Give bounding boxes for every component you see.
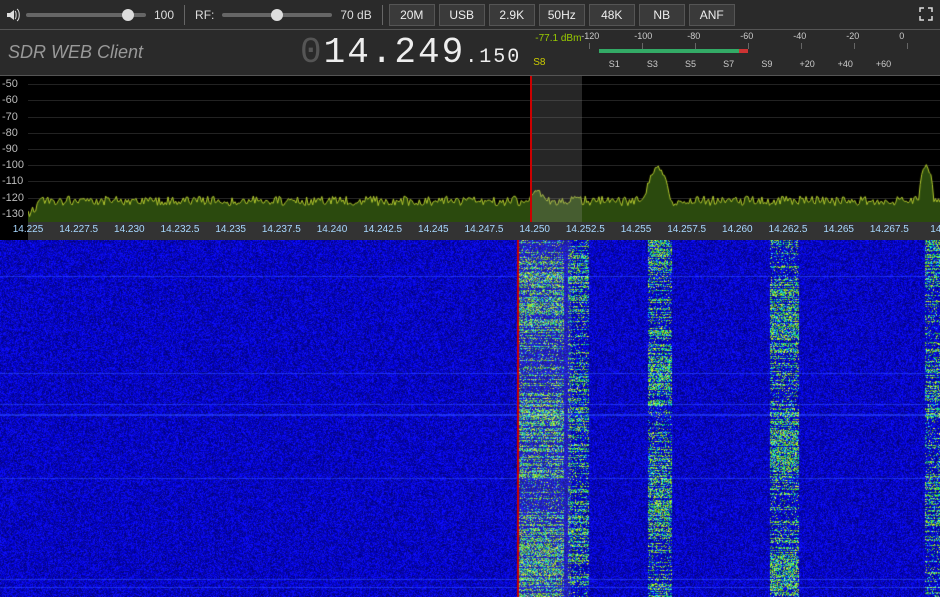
toolbar: 100 RF: 70 dB 20M USB 2.9K 50Hz 48K NB A… [0,0,940,30]
rf-label: RF: [191,8,218,22]
spectrum-ytick: -70 [2,111,18,123]
spectrum-ytick: -90 [2,143,18,155]
s-tick: +60 [876,59,891,69]
spectrum-xtick: 14.265 [823,224,854,235]
spectrum-ytick: -110 [2,175,23,187]
spectrum-xtick: 14.227.5 [59,224,98,235]
dbm-tick: -100 [634,31,652,41]
bandwidth-button[interactable]: 2.9K [489,4,535,26]
s-tick: S7 [723,59,734,69]
spectrum-ytick: -60 [2,94,18,106]
tune-line[interactable] [530,76,532,222]
s-meter: -77.1 dBm S8 -120-100-80-60-40-200S1S3S5… [531,31,940,75]
spectrum-xtick: 14.257.5 [667,224,706,235]
anf-button[interactable]: ANF [689,4,735,26]
spectrum-xtick: 14.250 [519,224,550,235]
spectrum-xtick: 14.245 [418,224,449,235]
header-row: SDR WEB Client 0 14.249 . 150 -77.1 dBm … [0,30,940,76]
s-tick: +20 [800,59,815,69]
s-tick: S3 [647,59,658,69]
s-tick: S1 [609,59,620,69]
divider [382,5,383,25]
spectrum-ytick: -50 [2,78,18,90]
mode-button[interactable]: USB [439,4,485,26]
spectrum-xtick: 14.262.5 [769,224,808,235]
step-button[interactable]: 50Hz [539,4,585,26]
frequency-axis: 14.22514.227.514.23014.232.514.23514.237… [28,222,940,240]
passband-highlight[interactable] [531,76,582,222]
waterfall-panel[interactable] [0,240,940,597]
rf-thumb[interactable] [271,9,283,21]
fullscreen-icon[interactable] [918,6,936,24]
spectrum-xtick: 14.225 [13,224,44,235]
spectrum-xtick: 14.260 [722,224,753,235]
spectrum-xtick: 14.255 [621,224,652,235]
divider [184,5,185,25]
dbm-tick: -20 [846,31,859,41]
dbm-tick: 0 [899,31,904,41]
dbm-tick: -120 [581,31,599,41]
s-tick: S9 [761,59,772,69]
freq-hz: 150 [479,46,521,69]
s-tick: +40 [838,59,853,69]
spectrum-xtick: 14.240 [317,224,348,235]
volume-value: 100 [150,8,178,22]
nb-button[interactable]: NB [639,4,685,26]
volume-slider[interactable] [26,13,146,17]
frequency-display[interactable]: 0 14.249 . 150 [300,32,521,73]
client-name: SDR WEB Client [0,42,300,63]
spectrum-ytick: -130 [2,208,24,220]
spectrum-xtick: 14.230 [114,224,145,235]
freq-mhz: 14.249 [324,32,466,73]
spectrum-xtick: 14.2 [930,224,940,235]
waterfall-canvas [0,240,940,597]
dbm-tick: -40 [793,31,806,41]
s-tick: S5 [685,59,696,69]
spectrum-ytick: -100 [2,159,24,171]
spectrum-xtick: 14.237.5 [262,224,301,235]
spectrum-xtick: 14.247.5 [465,224,504,235]
dbm-tick: -80 [687,31,700,41]
spectrum-xtick: 14.235 [215,224,246,235]
band-button[interactable]: 20M [389,4,435,26]
dbm-tick: -60 [740,31,753,41]
spectrum-ytick: -120 [2,192,24,204]
spectrum-xtick: 14.267.5 [870,224,909,235]
samplerate-button[interactable]: 48K [589,4,635,26]
spectrum-panel[interactable]: -50 -60 -70 -80 -90 -100 -110 -120 -130 14.225 14… [0,76,940,240]
rf-slider[interactable] [222,13,332,17]
rf-db-value: 70 dB [336,8,375,22]
speaker-icon[interactable] [4,6,22,24]
spectrum-ytick: -80 [2,127,18,139]
spectrum-xtick: 14.242.5 [363,224,402,235]
freq-lead: 0 [300,32,324,73]
freq-sep: . [465,46,479,69]
volume-thumb[interactable] [122,9,134,21]
spectrum-xtick: 14.252.5 [566,224,605,235]
spectrum-xtick: 14.232.5 [161,224,200,235]
